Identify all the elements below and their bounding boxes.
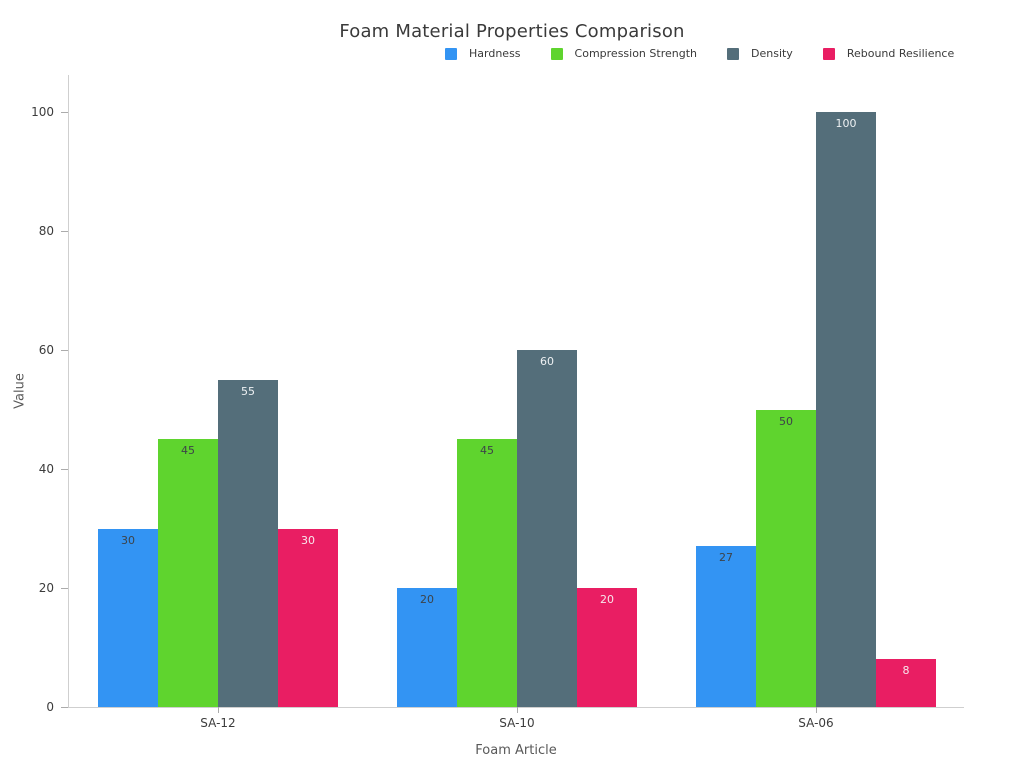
bar-value-label: 45 <box>181 444 195 458</box>
y-tick-label: 20 <box>38 581 54 595</box>
bar-density-sa-12: 55 <box>218 379 278 707</box>
legend-swatch-icon <box>727 47 739 60</box>
bar-value-label: 60 <box>540 355 554 368</box>
bar-rebound-resilience-sa-12: 30 <box>278 528 338 707</box>
legend-swatch-icon <box>550 47 563 60</box>
bar-hardness-sa-10: 20 <box>397 588 457 707</box>
y-tick <box>61 587 68 589</box>
legend-swatch-icon <box>445 47 457 60</box>
bar-value-label: 30 <box>121 533 135 547</box>
bar-compression-strength-sa-10: 45 <box>457 439 517 707</box>
y-tick-label: 0 <box>46 700 54 714</box>
bar-value-label: 8 <box>902 664 910 678</box>
bar-density-sa-10: 60 <box>517 350 577 707</box>
legend-label: Rebound Resilience <box>846 47 955 60</box>
y-tick <box>61 230 68 232</box>
x-tick-label: SA-10 <box>499 716 535 730</box>
x-tick <box>815 707 817 713</box>
legend-swatch-icon <box>822 47 835 60</box>
bar-density-sa-06: 100 <box>816 112 876 707</box>
y-tick <box>61 706 68 708</box>
y-tick <box>61 468 68 470</box>
legend-item-compression-strength: Compression Strength <box>550 47 697 60</box>
y-axis-title: Value <box>12 373 28 409</box>
bar-value-label: 30 <box>301 533 315 547</box>
plot-area: Value Foam Article 0 20 40 60 80 100 SA-12 30 45… <box>13 75 964 758</box>
legend-label: Density <box>751 47 793 60</box>
y-tick-label: 60 <box>38 343 54 357</box>
chart-legend: Hardness Compression Strength Density Rebou… <box>445 47 954 60</box>
bar-value-label: 20 <box>420 593 434 606</box>
bar-value-label: 45 <box>480 444 494 458</box>
legend-label: Hardness <box>469 47 521 60</box>
bar-value-label: 50 <box>779 414 793 428</box>
x-tick <box>217 707 219 713</box>
legend-label: Compression Strength <box>574 47 697 60</box>
y-tick <box>61 111 68 113</box>
legend-item-rebound-resilience: Rebound Resilience <box>822 47 955 60</box>
y-tick-label: 100 <box>31 105 54 119</box>
bar-compression-strength-sa-06: 50 <box>756 409 816 707</box>
bar-rebound-resilience-sa-10: 20 <box>577 588 637 707</box>
y-tick-label: 40 <box>38 462 54 476</box>
bar-value-label: 55 <box>241 384 255 398</box>
bar-value-label: 100 <box>835 117 857 130</box>
y-axis-spine <box>68 75 69 707</box>
bar-compression-strength-sa-12: 45 <box>158 439 218 707</box>
x-tick-label: SA-06 <box>798 716 834 730</box>
bar-hardness-sa-06: 27 <box>696 546 756 707</box>
bar-value-label: 20 <box>600 593 614 606</box>
bar-value-label: 27 <box>719 551 733 565</box>
y-tick <box>61 349 68 351</box>
legend-item-hardness: Hardness <box>445 47 521 60</box>
x-tick-label: SA-12 <box>200 716 236 730</box>
chart-title: Foam Material Properties Comparison <box>339 21 685 42</box>
bar-hardness-sa-12: 30 <box>98 528 158 707</box>
y-tick-label: 80 <box>38 224 54 238</box>
x-axis-title: Foam Article <box>475 743 557 758</box>
legend-item-density: Density <box>727 47 793 60</box>
bar-rebound-resilience-sa-06: 8 <box>876 659 936 707</box>
x-axis-spine <box>68 707 964 708</box>
x-tick <box>516 707 518 713</box>
